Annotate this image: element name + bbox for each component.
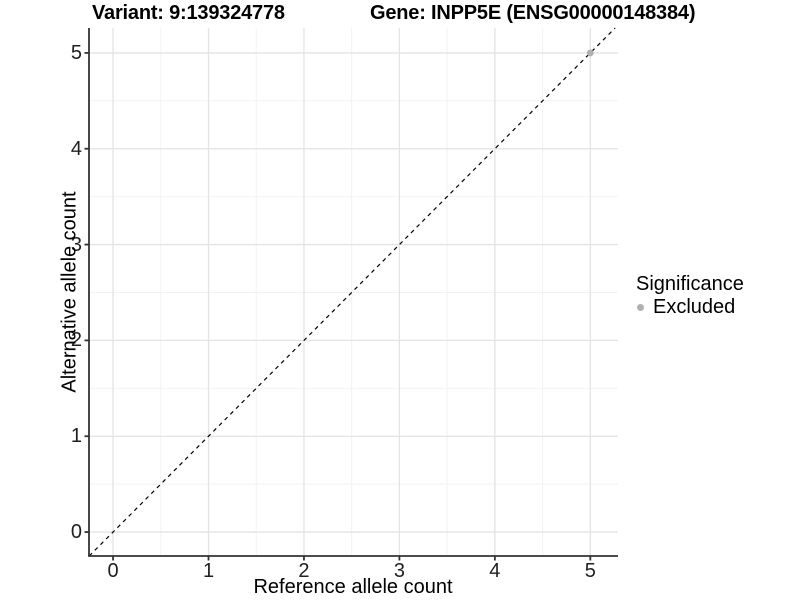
legend-entry-excluded: Excluded xyxy=(636,296,744,318)
y-tick-label: 4 xyxy=(70,137,82,160)
y-tick-label: 0 xyxy=(70,521,82,544)
y-axis-title: Alternative allele count xyxy=(58,191,81,393)
legend-title: Significance xyxy=(636,273,744,295)
x-tick-label: 0 xyxy=(107,560,119,582)
x-tick-label: 4 xyxy=(489,560,501,582)
y-tick-label: 3 xyxy=(70,233,82,256)
x-tick-label: 2 xyxy=(298,560,310,582)
legend-entry-label: Excluded xyxy=(653,296,736,318)
plot-title-variant: Variant: 9:139324778 xyxy=(92,2,285,24)
legend: Significance Excluded xyxy=(636,273,744,318)
x-tick-label: 1 xyxy=(202,560,215,582)
y-tick-label: 5 xyxy=(70,41,82,64)
x-tick-label: 3 xyxy=(393,560,405,582)
identity-reference-line xyxy=(88,27,616,557)
x-axis-title: Reference allele count xyxy=(253,576,453,598)
legend-key-dot-icon xyxy=(637,303,644,311)
plot-title-gene: Gene: INPP5E (ENSG00000148384) xyxy=(370,2,696,24)
data-point-excluded xyxy=(586,49,594,57)
x-tick-label: 5 xyxy=(584,560,596,582)
y-tick-label: 2 xyxy=(70,329,82,352)
y-tick-label: 1 xyxy=(70,425,82,448)
